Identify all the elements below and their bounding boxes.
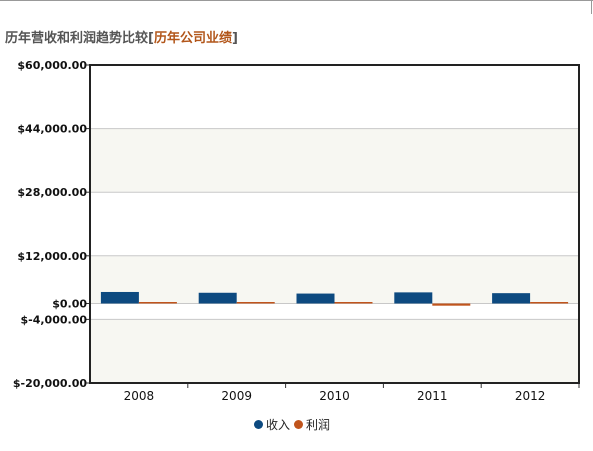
y-tick-label: $12,000.00 (17, 250, 87, 263)
y-tick-label: $44,000.00 (17, 123, 87, 136)
grid-band (90, 319, 579, 383)
bar-profit (334, 302, 373, 304)
bar-profit (530, 302, 569, 304)
bar-revenue (198, 292, 237, 304)
company-performance-link[interactable]: 历年公司业绩 (153, 31, 232, 46)
heading-bracket-close: ] (231, 31, 238, 46)
x-tick-label: 2009 (221, 389, 252, 403)
x-tick-label: 2012 (515, 389, 546, 403)
legend-item-profit[interactable]: 利润 (294, 416, 330, 433)
x-tick-label: 2010 (319, 389, 350, 403)
bar-profit (432, 303, 471, 306)
bar-revenue (492, 293, 531, 304)
plot-frame (89, 64, 580, 384)
legend-label-profit: 利润 (306, 418, 331, 432)
right-border (591, 0, 592, 14)
bar-revenue (100, 291, 139, 304)
y-tick-label: $28,000.00 (17, 186, 87, 199)
y-tick-label: $-20,000.00 (13, 377, 87, 390)
legend-marker-profit (294, 420, 304, 429)
heading-title: 历年营收和利润趋势比较 (5, 31, 149, 46)
bar-revenue (394, 292, 433, 304)
heading-bracket-open: [ (148, 31, 154, 46)
legend-item-revenue[interactable]: 收入 (254, 416, 290, 433)
legend-label-revenue: 收入 (266, 418, 291, 432)
chart-heading: 历年营收和利润趋势比较[历年公司业绩] (5, 27, 238, 46)
bar-profit (138, 302, 177, 304)
bar-revenue (296, 293, 335, 304)
chart-legend: 收入 利润 (254, 416, 334, 433)
y-tick-label: $0.00 (52, 298, 87, 311)
y-tick-label: $60,000.00 (17, 59, 87, 72)
bar-profit (236, 302, 275, 304)
x-tick-label: 2011 (417, 389, 448, 403)
legend-marker-revenue (254, 420, 263, 429)
top-border (0, 0, 593, 1)
grid-band (90, 128, 579, 193)
x-tick-label: 2008 (124, 389, 155, 403)
y-tick-label: $-4,000.00 (21, 313, 88, 326)
